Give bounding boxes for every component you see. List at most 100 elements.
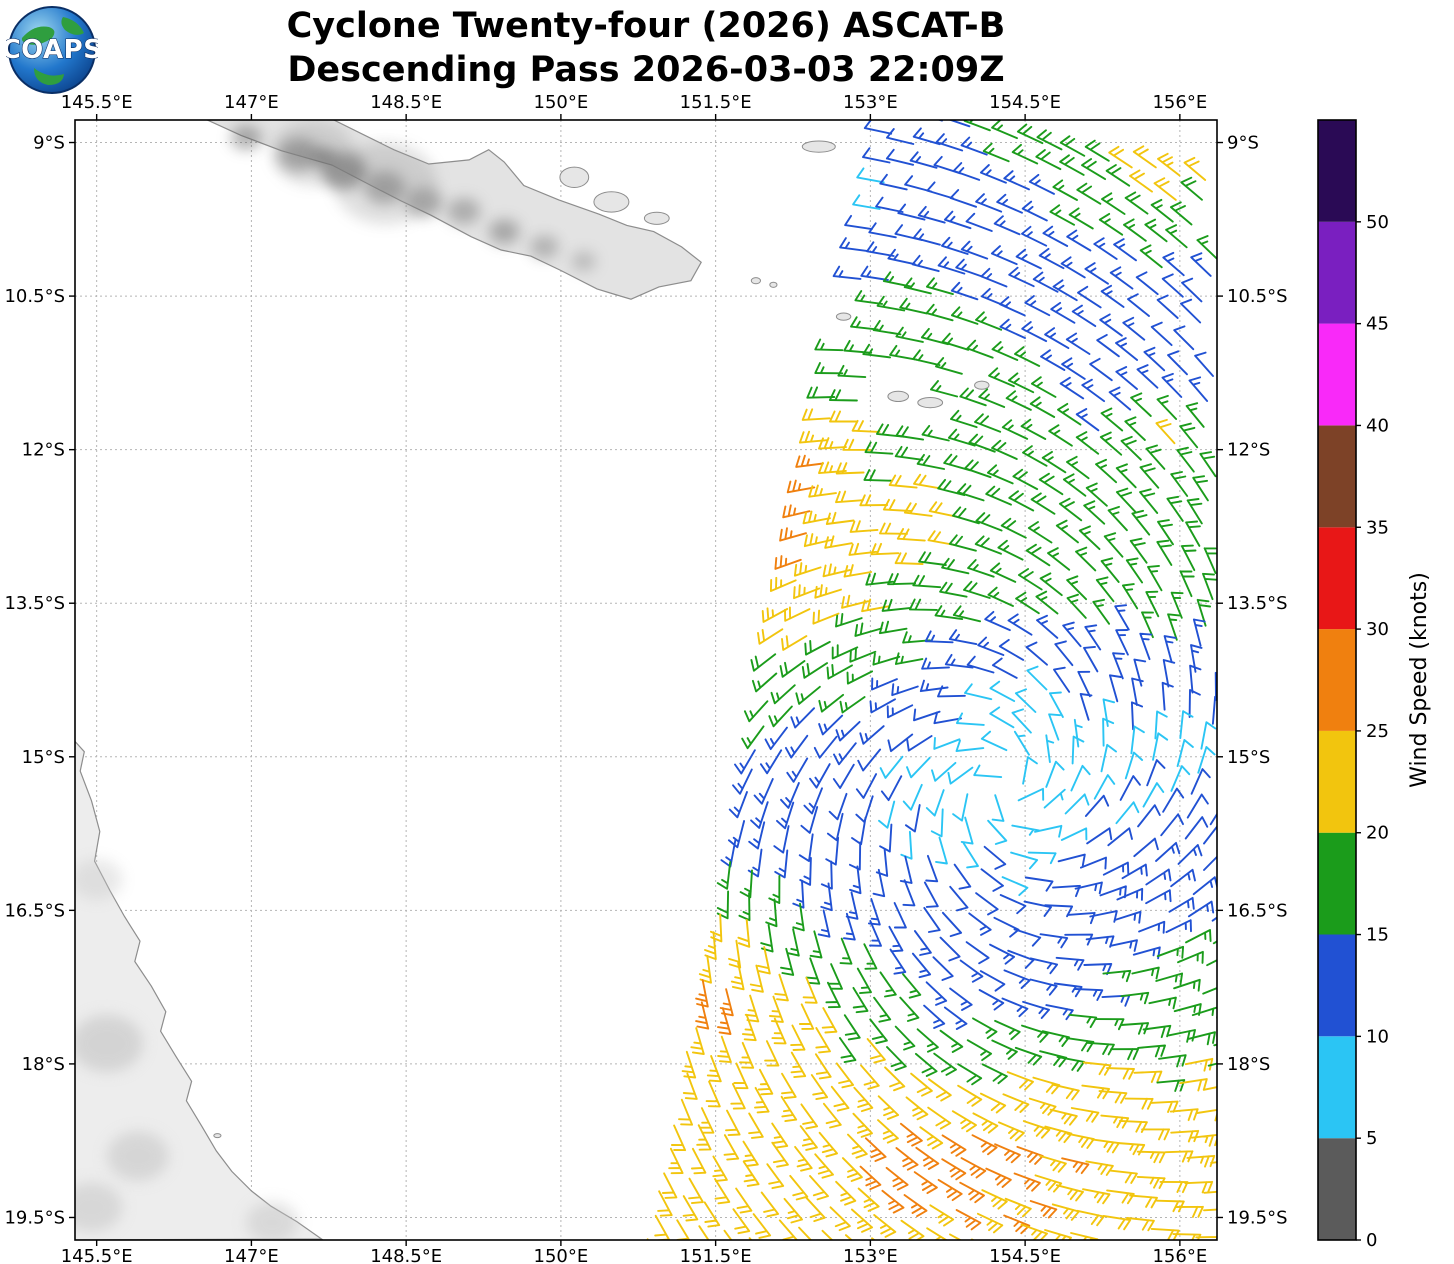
wind-barb	[1129, 537, 1148, 564]
logo-text: COAPS	[6, 35, 98, 65]
wind-barb	[869, 698, 896, 714]
wind-barb	[798, 833, 814, 863]
wind-barb	[661, 1172, 678, 1199]
wind-barb	[1038, 472, 1064, 496]
wind-barb	[1034, 824, 1063, 838]
wind-barb	[798, 430, 828, 444]
wind-barb	[842, 438, 872, 451]
wind-barb	[1141, 1128, 1171, 1141]
wind-barb	[850, 1208, 874, 1233]
wind-barb	[1079, 693, 1093, 721]
wind-barb	[1041, 450, 1067, 474]
wind-barb	[1129, 1194, 1158, 1209]
wind-barb	[1022, 1120, 1051, 1139]
wind-barb	[757, 1068, 774, 1096]
wind-barb	[1186, 793, 1209, 819]
wind-barb	[999, 894, 1027, 915]
wind-barb	[1183, 156, 1207, 181]
wind-barb	[779, 660, 806, 678]
wind-barb	[1121, 583, 1139, 610]
wind-barb	[950, 409, 978, 429]
wind-barb	[976, 1212, 1004, 1234]
wind-barb	[880, 775, 903, 802]
wind-barb	[933, 736, 961, 750]
wind-barb	[939, 936, 961, 962]
wind-barb	[1021, 321, 1048, 343]
wind-barb	[978, 989, 1005, 1011]
wind-barb	[989, 706, 1015, 729]
logo-continent-shape	[61, 17, 84, 35]
wind-barb	[1015, 248, 1042, 270]
wind-barb	[1136, 1150, 1166, 1164]
wind-barb	[1043, 788, 1066, 809]
wind-barb	[1035, 590, 1059, 615]
wind-barb	[889, 948, 907, 975]
wind-barb	[1115, 487, 1137, 513]
y-tick-label-right: 9°S	[1227, 133, 1259, 154]
wind-barb	[847, 1133, 868, 1159]
wind-barb	[1066, 911, 1096, 925]
terrain-shading	[75, 1182, 123, 1232]
wind-barb	[866, 241, 895, 257]
wind-barb	[873, 996, 892, 1023]
wind-barb	[733, 1062, 749, 1090]
wind-barb	[678, 1098, 694, 1126]
wind-barb	[1105, 164, 1131, 187]
wind-barb	[1170, 868, 1196, 888]
wind-barb	[1176, 739, 1194, 768]
wind-barb	[872, 652, 901, 666]
wind-barb	[914, 1052, 938, 1077]
wind-barb	[717, 1035, 732, 1064]
wind-barb	[810, 1074, 829, 1101]
wind-barb	[1036, 129, 1063, 151]
wind-barb	[852, 1112, 873, 1138]
wind-barb	[923, 881, 939, 908]
wind-barb	[1028, 173, 1055, 195]
wind-barb	[646, 1238, 650, 1240]
wind-barb	[743, 700, 769, 723]
wind-barb	[949, 1233, 963, 1240]
wind-barb	[1132, 145, 1157, 169]
wind-barb	[937, 1178, 963, 1202]
wind-barb	[776, 801, 795, 830]
wind-barb	[835, 720, 861, 742]
wind-barb	[832, 265, 862, 280]
island-trobriand-1	[750, 277, 762, 285]
wind-barb	[1008, 490, 1035, 512]
wind-barb	[873, 1214, 897, 1238]
wind-barb	[1013, 1172, 1041, 1192]
wind-barb	[734, 749, 756, 775]
wind-barb	[801, 662, 829, 679]
wind-barb	[869, 920, 882, 947]
wind-barb	[876, 295, 906, 312]
wind-barb	[753, 778, 774, 805]
wind-barb	[1052, 179, 1078, 201]
wind-barb	[1083, 500, 1106, 525]
wind-barb	[925, 303, 954, 322]
wind-barb	[863, 943, 878, 970]
wind-barb	[1156, 394, 1178, 420]
x-tick-label-bottom: 154.5°E	[989, 1246, 1061, 1264]
wind-barb	[793, 562, 822, 577]
wind-barb	[1070, 1232, 1099, 1240]
wind-barb	[1101, 994, 1131, 1007]
wind-barb	[1007, 372, 1035, 394]
wind-barb	[805, 957, 821, 985]
wind-barb	[850, 316, 879, 331]
wind-barb	[786, 479, 816, 494]
wind-barb	[1093, 774, 1116, 800]
wind-barb	[841, 1157, 863, 1182]
wind-barb	[1100, 557, 1120, 583]
wind-barb	[1047, 547, 1071, 571]
wind-barb	[923, 906, 941, 933]
wind-barb	[1112, 652, 1125, 680]
wind-barb	[879, 755, 904, 779]
wind-barb	[1099, 431, 1123, 456]
wind-barb	[1075, 408, 1100, 432]
wind-barb	[771, 1017, 787, 1045]
wind-barb	[856, 967, 872, 995]
wind-barb	[906, 756, 931, 779]
wind-barb	[1066, 575, 1088, 601]
wind-barb	[975, 193, 1003, 213]
wind-barb	[1077, 285, 1102, 309]
